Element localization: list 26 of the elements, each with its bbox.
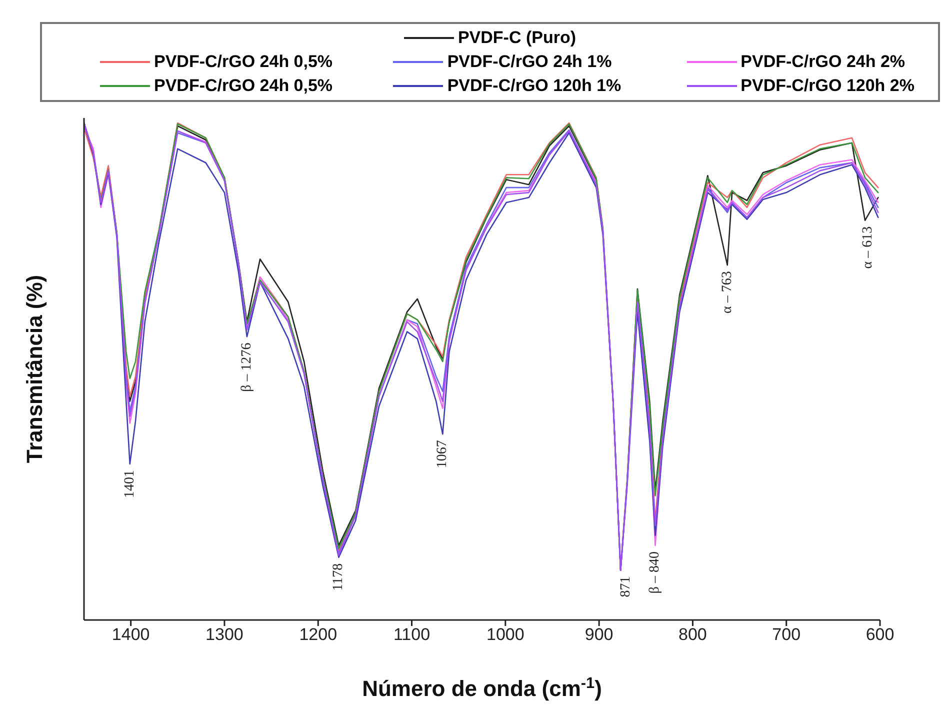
annotation: 1178: [331, 563, 346, 591]
x-tick-label: 1100: [393, 625, 430, 644]
x-tick-label: 800: [678, 625, 707, 644]
y-axis-title: Transmitância (%): [22, 274, 47, 464]
x-tick-label: 1400: [112, 625, 150, 644]
annotation: 1067: [435, 440, 450, 468]
legend-label: PVDF-C/rGO 24h 1%: [447, 52, 612, 72]
legend-label: PVDF-C/rGO 120h 2%: [740, 76, 914, 96]
x-tick-label: 1200: [299, 625, 338, 644]
annotation: β – 1276: [239, 342, 254, 392]
annotation: β – 840: [648, 551, 663, 594]
legend-label: PVDF-C/rGO 24h 2%: [740, 52, 906, 72]
x-tick-label: 900: [584, 625, 614, 644]
annotation: 871: [618, 576, 634, 598]
legend-label: PVDF-C (Puro): [458, 28, 576, 48]
x-axis-title: Número de onda (cm$^{-1}$): [362, 674, 602, 701]
x-tick-label: 1300: [206, 625, 244, 644]
legend-label: PVDF-C/rGO 120h 1%: [447, 76, 622, 96]
annotation: α – 613: [860, 226, 876, 269]
legend-label: PVDF-C/rGO 24h 0,5%: [154, 76, 333, 96]
x-tick-label: 1000: [486, 625, 524, 644]
x-tick-label: 600: [866, 625, 894, 644]
legend-label: PVDF-C/rGO 24h 0,5%: [154, 52, 333, 72]
annotation: 1401: [122, 470, 138, 498]
annotation: α – 763: [720, 271, 735, 314]
x-tick-label: 700: [772, 625, 801, 644]
